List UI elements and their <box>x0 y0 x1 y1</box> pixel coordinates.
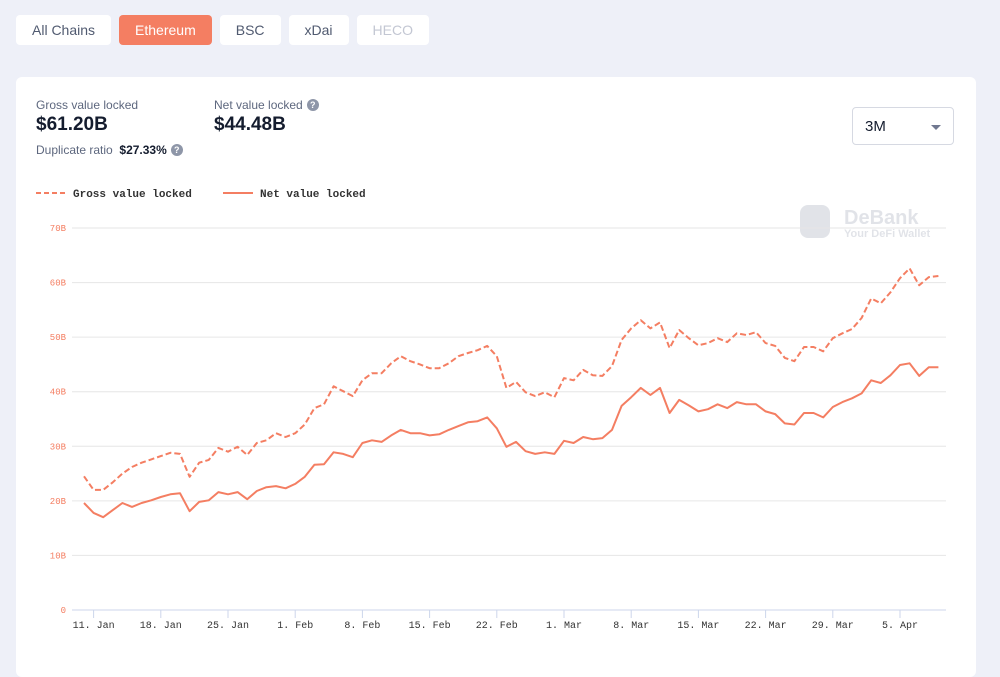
y-tick-label: 20B <box>50 497 67 507</box>
y-tick-label: 30B <box>50 442 67 452</box>
watermark-tagline: Your DeFi Wallet <box>844 228 931 240</box>
tab-disabled: HECO <box>356 15 429 45</box>
y-tick-label: 0 <box>61 606 66 616</box>
series-line <box>83 362 939 519</box>
gross-label: Gross value locked <box>36 98 139 112</box>
x-tick-label: 11. Jan <box>73 621 115 632</box>
x-tick-label: 22. Feb <box>476 620 518 632</box>
x-tick-label: 18. Jan <box>140 621 182 632</box>
x-tick-label: 1. Mar <box>546 621 582 632</box>
x-tick-label: 1. Feb <box>277 620 313 632</box>
watermark-logo <box>800 205 830 238</box>
x-tick-label: 25. Jan <box>207 621 249 632</box>
gross-value: $61.20B <box>36 114 108 135</box>
x-tick-label: 8. Feb <box>344 620 380 632</box>
x-tick-label: 29. Mar <box>812 621 854 632</box>
net-row: Net value locked? <box>214 98 319 112</box>
x-tick-label: 8. Mar <box>613 621 649 632</box>
series-line <box>83 267 939 491</box>
legend-label: Gross value locked <box>73 189 192 201</box>
help-icon[interactable]: ? <box>306 99 319 111</box>
x-tick-label: 5. Apr <box>882 621 918 632</box>
tab[interactable]: BSC <box>219 15 281 45</box>
chain-tabs: All Chains Ethereum BSC xDai HECO <box>16 15 429 45</box>
legend-label: Net value locked <box>260 189 366 201</box>
y-tick-label: 60B <box>50 279 67 289</box>
dup-label: Duplicate ratio <box>36 143 113 157</box>
y-tick-label: 50B <box>50 333 67 343</box>
tab-active[interactable]: Ethereum <box>119 15 212 45</box>
y-tick-label: 40B <box>50 388 67 398</box>
help-icon[interactable]: ? <box>170 144 183 156</box>
dup-value: $27.33% <box>119 143 167 157</box>
card: Gross value locked $61.20B Duplicate rat… <box>16 77 976 677</box>
range-select[interactable]: 3M <box>852 107 954 145</box>
net-label: Net value locked <box>214 98 303 112</box>
chart: DeBank Your DeFi Wallet 0 10B 20B 30B 40B 50B… <box>36 189 946 632</box>
net-value: $44.48B <box>214 114 286 135</box>
y-tick-label: 10B <box>50 551 67 561</box>
watermark: DeBank Your DeFi Wallet <box>800 205 931 240</box>
x-tick-label: 15. Mar <box>677 621 719 632</box>
watermark-brand: DeBank <box>844 207 919 229</box>
tab[interactable]: xDai <box>288 15 349 45</box>
tab[interactable]: All Chains <box>16 15 112 45</box>
x-tick-label: 22. Mar <box>745 621 787 632</box>
x-tick-label: 15. Feb <box>409 620 451 632</box>
dup-row: Duplicate ratio $27.33%? <box>36 143 183 157</box>
y-tick-label: 70B <box>50 224 67 234</box>
page: All Chains Ethereum BSC xDai HECO Gross … <box>16 15 976 677</box>
